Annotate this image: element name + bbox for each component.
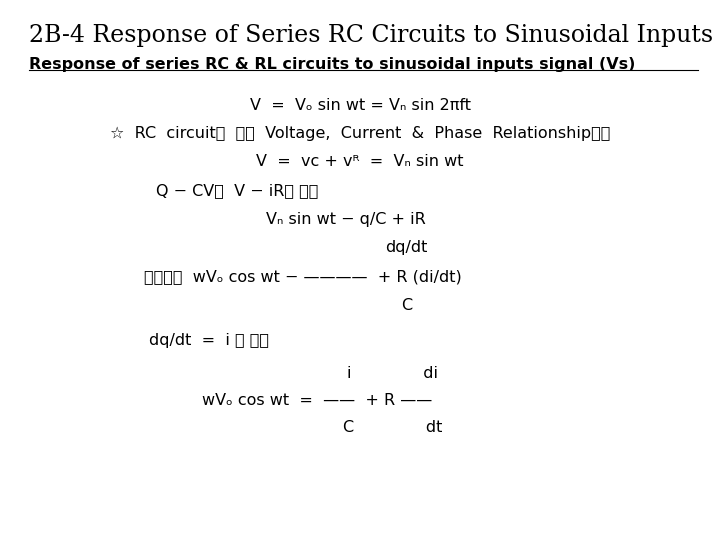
Text: C: C — [401, 298, 413, 313]
Text: dq/dt: dq/dt — [386, 240, 428, 255]
Text: wVₒ cos wt  =  ——  + R ——: wVₒ cos wt = —— + R —— — [202, 393, 432, 408]
Text: V  =  Vₒ sin wt = Vₙ sin 2πft: V = Vₒ sin wt = Vₙ sin 2πft — [250, 98, 470, 113]
Text: Response of series RC & RL circuits to sinusoidal inputs signal (Vs): Response of series RC & RL circuits to s… — [29, 57, 635, 72]
Text: Q − CV와  V − iR를 지휘: Q − CV와 V − iR를 지휘 — [156, 183, 319, 198]
Text: ☆  RC  circuit에  대한  Voltage,  Current  &  Phase  Relationship에서: ☆ RC circuit에 대한 Voltage, Current & Phas… — [110, 126, 610, 141]
Text: 2B-4 Response of Series RC Circuits to Sinusoidal Inputs: 2B-4 Response of Series RC Circuits to S… — [29, 24, 713, 48]
Text: Vₙ sin wt − q/C + iR: Vₙ sin wt − q/C + iR — [266, 212, 426, 227]
Text: 미분하면  wVₒ cos wt − ————  + R (di/dt): 미분하면 wVₒ cos wt − ———— + R (di/dt) — [143, 269, 462, 284]
Text: dq/dt  =  i 를 代入: dq/dt = i 를 代入 — [149, 333, 269, 348]
Text: V  =  vc + vᴿ  =  Vₙ sin wt: V = vc + vᴿ = Vₙ sin wt — [256, 154, 464, 170]
Text: i              di: i di — [347, 366, 438, 381]
Text: C              dt: C dt — [343, 420, 442, 435]
